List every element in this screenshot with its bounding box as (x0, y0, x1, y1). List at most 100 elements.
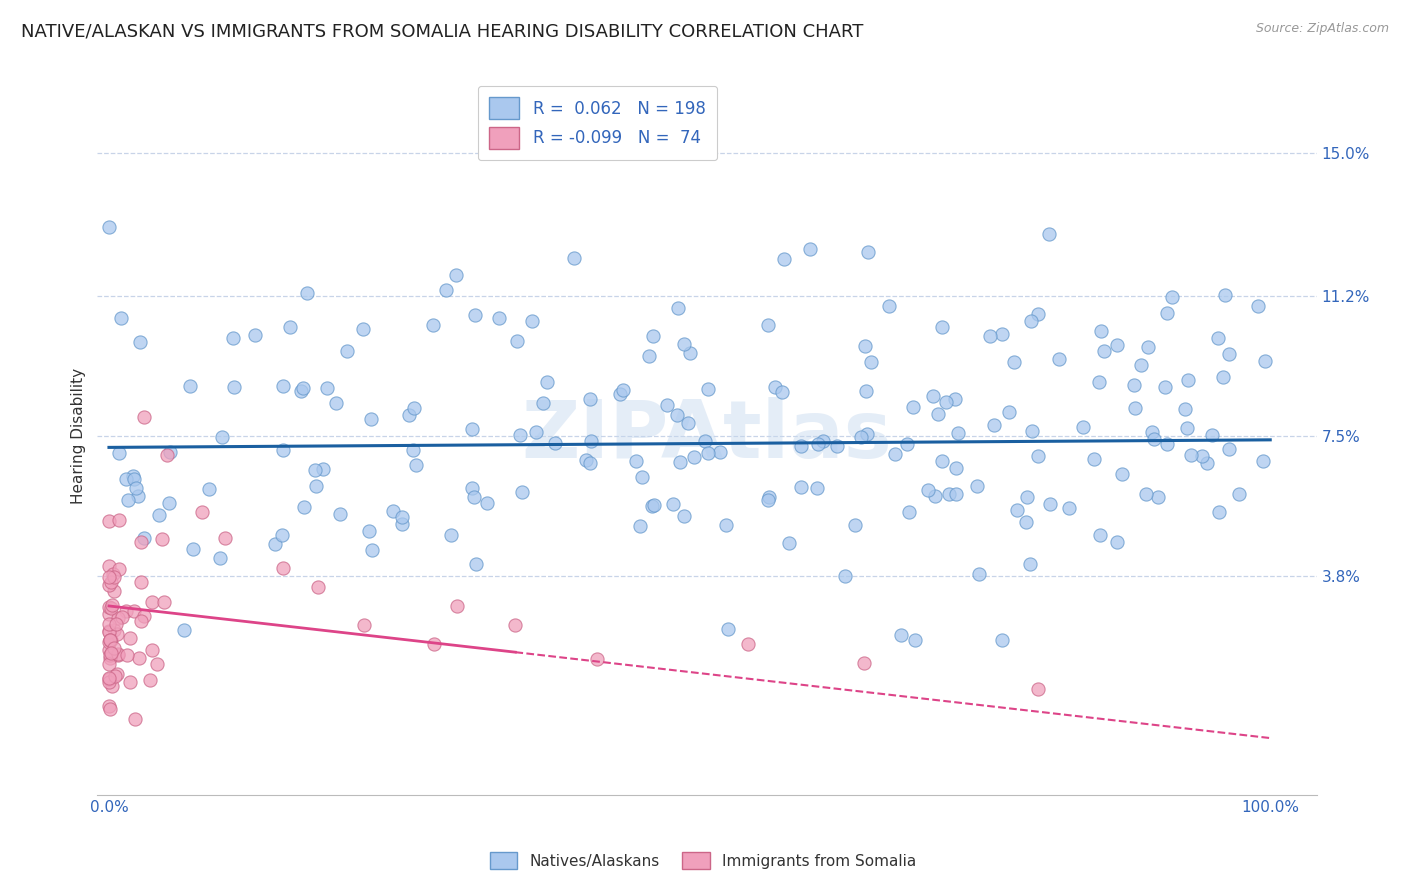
Point (278, 319, 301, 334)
Point (799, 242, 821, 256)
Point (1206, 331, 1229, 345)
Point (612, 383, 634, 397)
Point (156, 448, 179, 462)
Point (624, 454, 647, 468)
Point (945, 461, 967, 475)
Point (1021, 424, 1043, 438)
Point (391, 510, 413, 524)
Point (124, 712, 146, 726)
Point (104, 669, 127, 683)
Point (717, 622, 740, 636)
Point (1143, 432, 1166, 446)
Point (98, 607, 121, 622)
Point (813, 434, 835, 448)
Point (129, 614, 152, 628)
Point (100, 601, 122, 615)
Point (305, 479, 328, 493)
Point (1018, 558, 1040, 572)
Point (983, 418, 1005, 433)
Point (890, 628, 912, 642)
Point (107, 647, 129, 661)
Point (853, 339, 876, 353)
Point (98, 672, 121, 686)
Point (139, 673, 162, 687)
Point (697, 446, 720, 460)
Point (148, 508, 170, 522)
Point (329, 507, 352, 521)
Point (1135, 487, 1157, 501)
Point (128, 651, 150, 665)
Point (292, 500, 315, 514)
Point (884, 447, 907, 461)
Point (307, 580, 329, 594)
Point (264, 537, 287, 551)
Point (100, 633, 122, 648)
Point (927, 408, 949, 422)
Point (641, 499, 664, 513)
Point (98, 635, 121, 649)
Point (672, 509, 695, 524)
Point (1123, 401, 1146, 416)
Point (697, 383, 720, 397)
Point (101, 567, 124, 582)
Point (335, 343, 357, 358)
Point (679, 346, 702, 360)
Point (531, 395, 554, 409)
Point (1038, 227, 1060, 242)
Point (402, 442, 425, 457)
Point (122, 604, 145, 618)
Point (922, 390, 945, 404)
Point (1201, 427, 1223, 442)
Point (641, 329, 664, 343)
Point (105, 627, 128, 641)
Point (1002, 355, 1025, 369)
Point (524, 425, 547, 440)
Point (806, 481, 828, 495)
Point (98, 650, 121, 665)
Point (628, 519, 651, 533)
Point (129, 534, 152, 549)
Point (440, 528, 463, 542)
Point (1251, 454, 1274, 468)
Point (107, 648, 129, 663)
Point (1140, 425, 1163, 440)
Point (361, 543, 384, 558)
Point (1005, 503, 1028, 517)
Point (778, 536, 800, 550)
Point (1088, 376, 1111, 390)
Point (98, 570, 121, 584)
Point (1028, 307, 1050, 321)
Point (1156, 436, 1178, 450)
Point (292, 380, 315, 394)
Point (666, 301, 689, 315)
Point (1092, 343, 1115, 358)
Point (509, 428, 531, 442)
Point (1071, 420, 1094, 434)
Point (98, 675, 121, 690)
Point (714, 517, 737, 532)
Point (360, 411, 382, 425)
Point (1174, 402, 1197, 417)
Point (1160, 290, 1182, 304)
Point (117, 493, 139, 508)
Point (1105, 338, 1128, 352)
Point (773, 252, 796, 266)
Point (1247, 299, 1270, 313)
Point (852, 656, 875, 670)
Point (121, 469, 143, 483)
Point (316, 381, 339, 395)
Point (1195, 456, 1218, 470)
Point (214, 531, 236, 545)
Point (903, 400, 925, 414)
Point (673, 336, 696, 351)
Point (997, 405, 1019, 419)
Point (575, 453, 598, 467)
Point (152, 595, 174, 609)
Point (122, 472, 145, 486)
Point (898, 505, 921, 519)
Legend: Natives/Alaskans, Immigrants from Somalia: Natives/Alaskans, Immigrants from Somali… (484, 846, 922, 875)
Point (464, 309, 486, 323)
Point (643, 498, 665, 512)
Point (789, 439, 811, 453)
Point (159, 444, 181, 458)
